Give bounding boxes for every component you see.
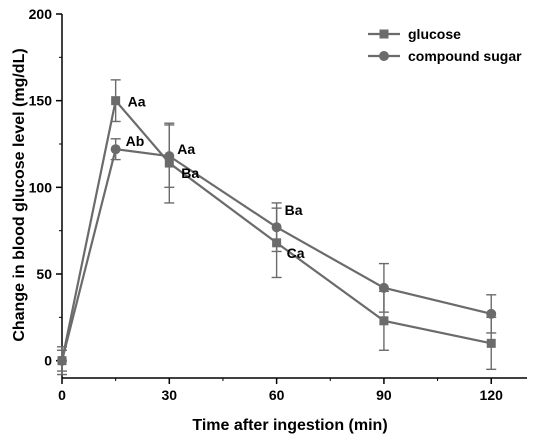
x-axis-label: Time after ingestion (min) xyxy=(192,417,387,434)
legend-label: compound sugar xyxy=(408,48,522,64)
square-marker xyxy=(379,316,389,326)
data-label: Ca xyxy=(287,245,305,261)
y-tick-label: 0 xyxy=(44,353,52,369)
legend-square-marker xyxy=(379,29,389,39)
data-label: Ba xyxy=(285,202,303,218)
circle-marker xyxy=(57,355,67,366)
series-line xyxy=(60,98,492,361)
legend: glucose compound sugar xyxy=(368,26,522,64)
x-tick-label: 60 xyxy=(269,387,285,403)
y-tick-label: 50 xyxy=(36,266,52,282)
series-markers xyxy=(57,96,497,366)
data-labels: Aa Ba Ca Ab Aa Ba xyxy=(126,94,305,261)
axes: 0 30 60 90 120 0 50 100 150 200 xyxy=(29,6,527,403)
x-tick-label: 0 xyxy=(58,387,66,403)
square-marker xyxy=(272,238,282,248)
data-label: Ab xyxy=(126,133,145,149)
series-lines xyxy=(60,98,492,361)
y-tick-label: 150 xyxy=(29,93,53,109)
circle-marker xyxy=(378,282,389,293)
y-tick-label: 200 xyxy=(29,6,53,22)
series-line xyxy=(60,147,492,361)
circle-marker xyxy=(486,308,497,319)
data-label: Aa xyxy=(177,141,195,157)
y-axis-label: Change in blood glucose level (mg/dL) xyxy=(11,48,28,341)
x-tick-label: 120 xyxy=(480,387,504,403)
circle-marker xyxy=(271,222,282,233)
data-label: Ba xyxy=(181,165,199,181)
x-tick-label: 30 xyxy=(162,387,178,403)
data-label: Aa xyxy=(128,94,146,110)
square-marker xyxy=(164,158,174,168)
circle-marker xyxy=(164,151,175,162)
y-tick-label: 100 xyxy=(29,179,53,195)
circle-marker xyxy=(110,144,121,155)
square-marker xyxy=(486,338,496,348)
legend-label: glucose xyxy=(408,26,461,42)
square-marker xyxy=(111,96,121,106)
legend-circle-marker xyxy=(379,51,389,61)
x-tick-label: 90 xyxy=(376,387,392,403)
